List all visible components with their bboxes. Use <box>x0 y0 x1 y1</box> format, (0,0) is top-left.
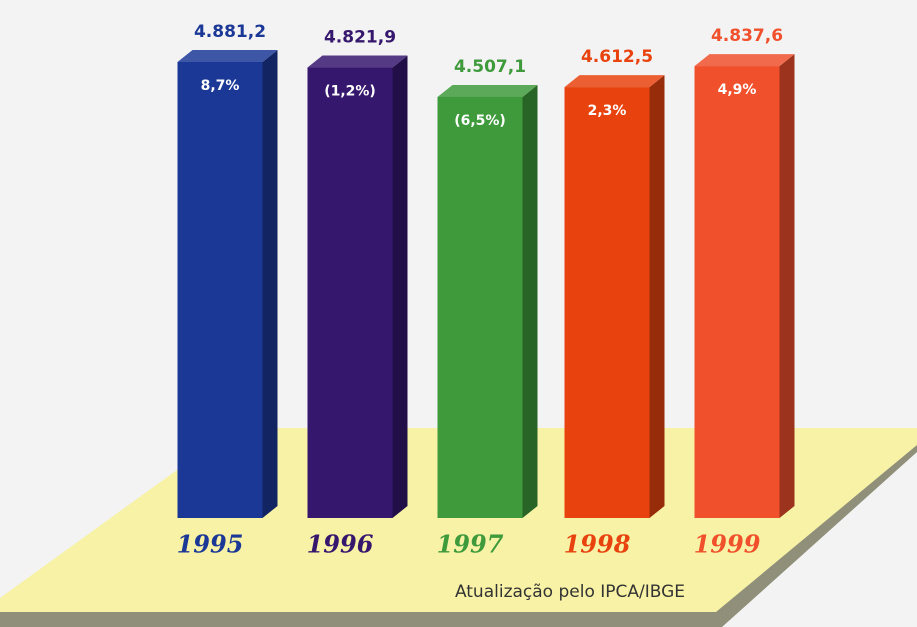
change-label: (6,5%) <box>454 113 506 129</box>
change-label: 2,3% <box>588 103 627 119</box>
value-label: 4.507,1 <box>454 57 526 77</box>
bar <box>177 62 263 518</box>
bar <box>694 66 780 519</box>
value-label: 4.612,5 <box>581 47 653 67</box>
bar-side <box>649 75 665 518</box>
x-tick-label: 1999 <box>694 530 761 559</box>
note: Atualização pelo IPCA/IBGE <box>455 582 685 602</box>
bar-side <box>522 84 538 518</box>
x-tick-label: 1997 <box>437 530 504 559</box>
x-tick-label: 1998 <box>564 530 631 559</box>
x-tick-label: 1996 <box>307 530 374 559</box>
bar <box>307 67 393 518</box>
bar-top <box>437 84 538 97</box>
change-label: 8,7% <box>201 78 240 94</box>
bar <box>437 96 523 518</box>
value-label: 4.881,2 <box>194 22 266 42</box>
bar-side <box>779 54 795 519</box>
bar-top <box>564 75 665 88</box>
x-tick-label: 1995 <box>177 530 244 559</box>
value-label: 4.837,6 <box>711 26 783 46</box>
bar-top <box>177 50 278 62</box>
bar-top <box>307 55 408 68</box>
bar-side <box>392 55 408 518</box>
bar <box>564 87 650 518</box>
change-label: (1,2%) <box>324 84 376 100</box>
value-label: 4.821,9 <box>324 28 396 48</box>
bar-side <box>262 50 278 518</box>
bar-top <box>694 54 795 67</box>
change-label: 4,9% <box>718 82 757 98</box>
